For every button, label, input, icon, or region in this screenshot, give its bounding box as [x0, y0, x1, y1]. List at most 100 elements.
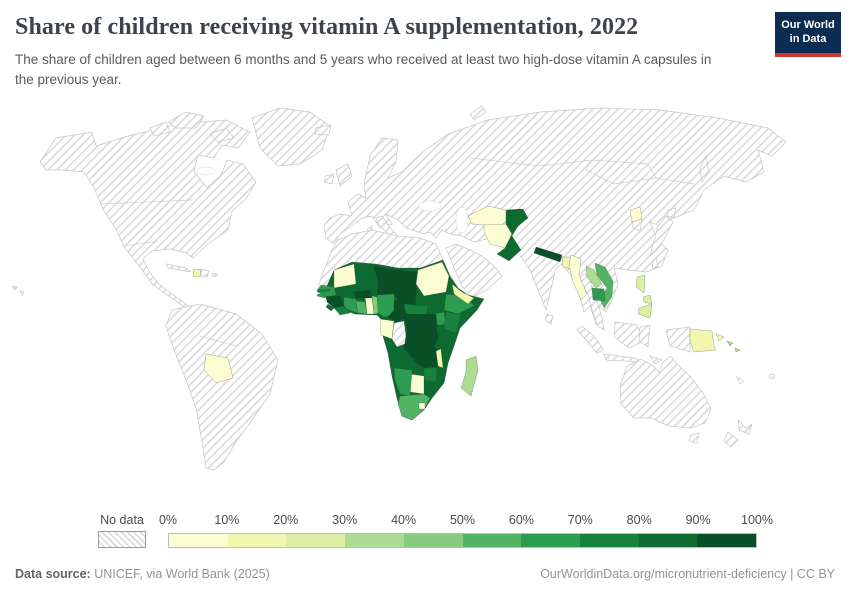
land-arctic-islands	[149, 111, 235, 143]
country-mauritania[interactable]	[333, 263, 357, 289]
owid-logo-line2: in Data	[789, 33, 827, 46]
legend-color-cell[interactable]	[638, 533, 698, 548]
legend-color-cell[interactable]	[403, 533, 463, 548]
land-cuba	[165, 263, 192, 273]
world-map[interactable]	[0, 98, 850, 498]
land-tasmania	[688, 432, 700, 444]
country-gambia[interactable]	[317, 288, 331, 293]
land-west-new-guinea	[665, 326, 691, 353]
legend-no-data[interactable]: No data	[98, 513, 146, 548]
country-nepal[interactable]	[533, 246, 563, 263]
legend-tick-label: 70%	[567, 513, 593, 527]
country-philippines[interactable]	[635, 274, 653, 319]
country-ghana[interactable]	[355, 300, 368, 315]
country-papua-new-guinea[interactable]	[689, 328, 725, 353]
country-haiti[interactable]	[192, 268, 202, 278]
country-kenya[interactable]	[443, 311, 462, 335]
map-legend: No data 0% 10% 20% 30% 40% 50% 60% 70% 80% 90% 100…	[0, 513, 850, 555]
country-north-korea[interactable]	[629, 206, 643, 223]
land-iceland	[314, 124, 332, 136]
chart-footer: Data source: UNICEF, via World Bank (202…	[15, 567, 835, 581]
caspian-sea	[455, 206, 469, 234]
data-source-note: Data source: UNICEF, via World Bank (202…	[15, 567, 270, 581]
country-cambodia[interactable]	[591, 287, 606, 302]
legend-tick-label: 10%	[214, 513, 240, 527]
country-liberia[interactable]	[333, 305, 351, 316]
country-botswana[interactable]	[409, 373, 425, 395]
country-lesotho[interactable]	[418, 402, 426, 410]
legend-tick-label: 30%	[332, 513, 358, 527]
country-myanmar[interactable]	[568, 254, 588, 301]
legend-color-cell[interactable]	[521, 533, 580, 548]
legend-color-cell[interactable]	[697, 533, 758, 548]
legend-tick-label: 40%	[391, 513, 417, 527]
country-laos[interactable]	[585, 265, 603, 289]
legend-color-cell[interactable]	[579, 533, 639, 548]
legend-color-cell[interactable]	[462, 533, 522, 548]
black-sea	[418, 200, 442, 212]
land-fiji	[768, 373, 776, 380]
legend-color-cell[interactable]	[227, 533, 287, 548]
land-sakhalin	[699, 154, 710, 183]
owid-logo[interactable]: Our World in Data	[775, 12, 841, 57]
legend-bar-wrap: 0% 10% 20% 30% 40% 50% 60% 70% 80% 90% 100%	[159, 513, 773, 548]
border-mongolia	[585, 159, 657, 185]
country-south-africa[interactable]	[397, 393, 431, 421]
country-sudan[interactable]	[415, 261, 450, 297]
land-ireland	[323, 173, 335, 185]
data-countries	[192, 205, 741, 421]
land-sri-lanka	[544, 313, 554, 325]
legend-tick-label: 100%	[741, 513, 773, 527]
country-cameroon[interactable]	[387, 299, 407, 323]
land-new-caledonia	[736, 376, 745, 385]
data-source-label: Data source:	[15, 567, 91, 581]
page-title: Share of children receiving vitamin A su…	[15, 14, 639, 40]
data-source-text: UNICEF, via World Bank (2025)	[90, 567, 270, 581]
country-burkina-faso[interactable]	[353, 289, 373, 299]
land-north-america	[39, 119, 257, 311]
land-greenland	[251, 107, 331, 167]
legend-no-data-label: No data	[100, 513, 144, 527]
land-japan	[649, 207, 677, 257]
no-data-hatch-swatch[interactable]	[98, 531, 146, 548]
land-puerto-rico	[211, 272, 218, 278]
legend-ticks: 0% 10% 20% 30% 40% 50% 60% 70% 80% 90% 100%	[159, 513, 773, 531]
legend-tick-label: 90%	[685, 513, 711, 527]
legend-color-cell[interactable]	[345, 533, 404, 548]
country-zambia[interactable]	[411, 347, 440, 369]
country-namibia[interactable]	[393, 367, 413, 397]
license-url[interactable]: OurWorldinData.org/micronutrient-deficie…	[540, 567, 835, 581]
land-south-america	[165, 303, 279, 471]
land-novaya-zemlya	[469, 105, 487, 121]
land-united-kingdom	[335, 163, 353, 187]
legend-tick-label: 20%	[273, 513, 299, 527]
legend-tick-label: 0%	[158, 513, 178, 527]
country-sierra-leone[interactable]	[325, 303, 335, 312]
land-australia	[619, 355, 712, 429]
land-hawaii	[11, 285, 25, 296]
land-sumatra	[576, 325, 605, 354]
country-yemen[interactable]	[451, 283, 475, 305]
country-bolivia[interactable]	[203, 353, 234, 384]
land-timor	[649, 355, 663, 365]
land-dominican-republic	[200, 268, 210, 278]
country-guinea-bissau[interactable]	[316, 293, 327, 299]
country-vietnam[interactable]	[594, 262, 614, 309]
great-lakes	[196, 166, 216, 176]
country-turkmenistan-uzbekistan[interactable]	[467, 205, 511, 227]
country-cote-divoire[interactable]	[343, 296, 359, 314]
country-malawi[interactable]	[435, 348, 444, 369]
country-gabon[interactable]	[379, 318, 395, 340]
country-congo-no-data[interactable]	[391, 320, 408, 348]
legend-tick-label: 80%	[626, 513, 652, 527]
country-pakistan[interactable]	[496, 208, 529, 262]
country-zimbabwe[interactable]	[423, 367, 438, 383]
legend-color-cell[interactable]	[286, 533, 346, 548]
land-new-zealand	[723, 419, 753, 448]
land-borneo	[613, 321, 645, 349]
country-madagascar[interactable]	[460, 355, 479, 397]
legend-color-cell[interactable]	[168, 533, 228, 548]
country-solomon-islands[interactable]	[726, 340, 741, 353]
legend-bar	[168, 533, 758, 548]
